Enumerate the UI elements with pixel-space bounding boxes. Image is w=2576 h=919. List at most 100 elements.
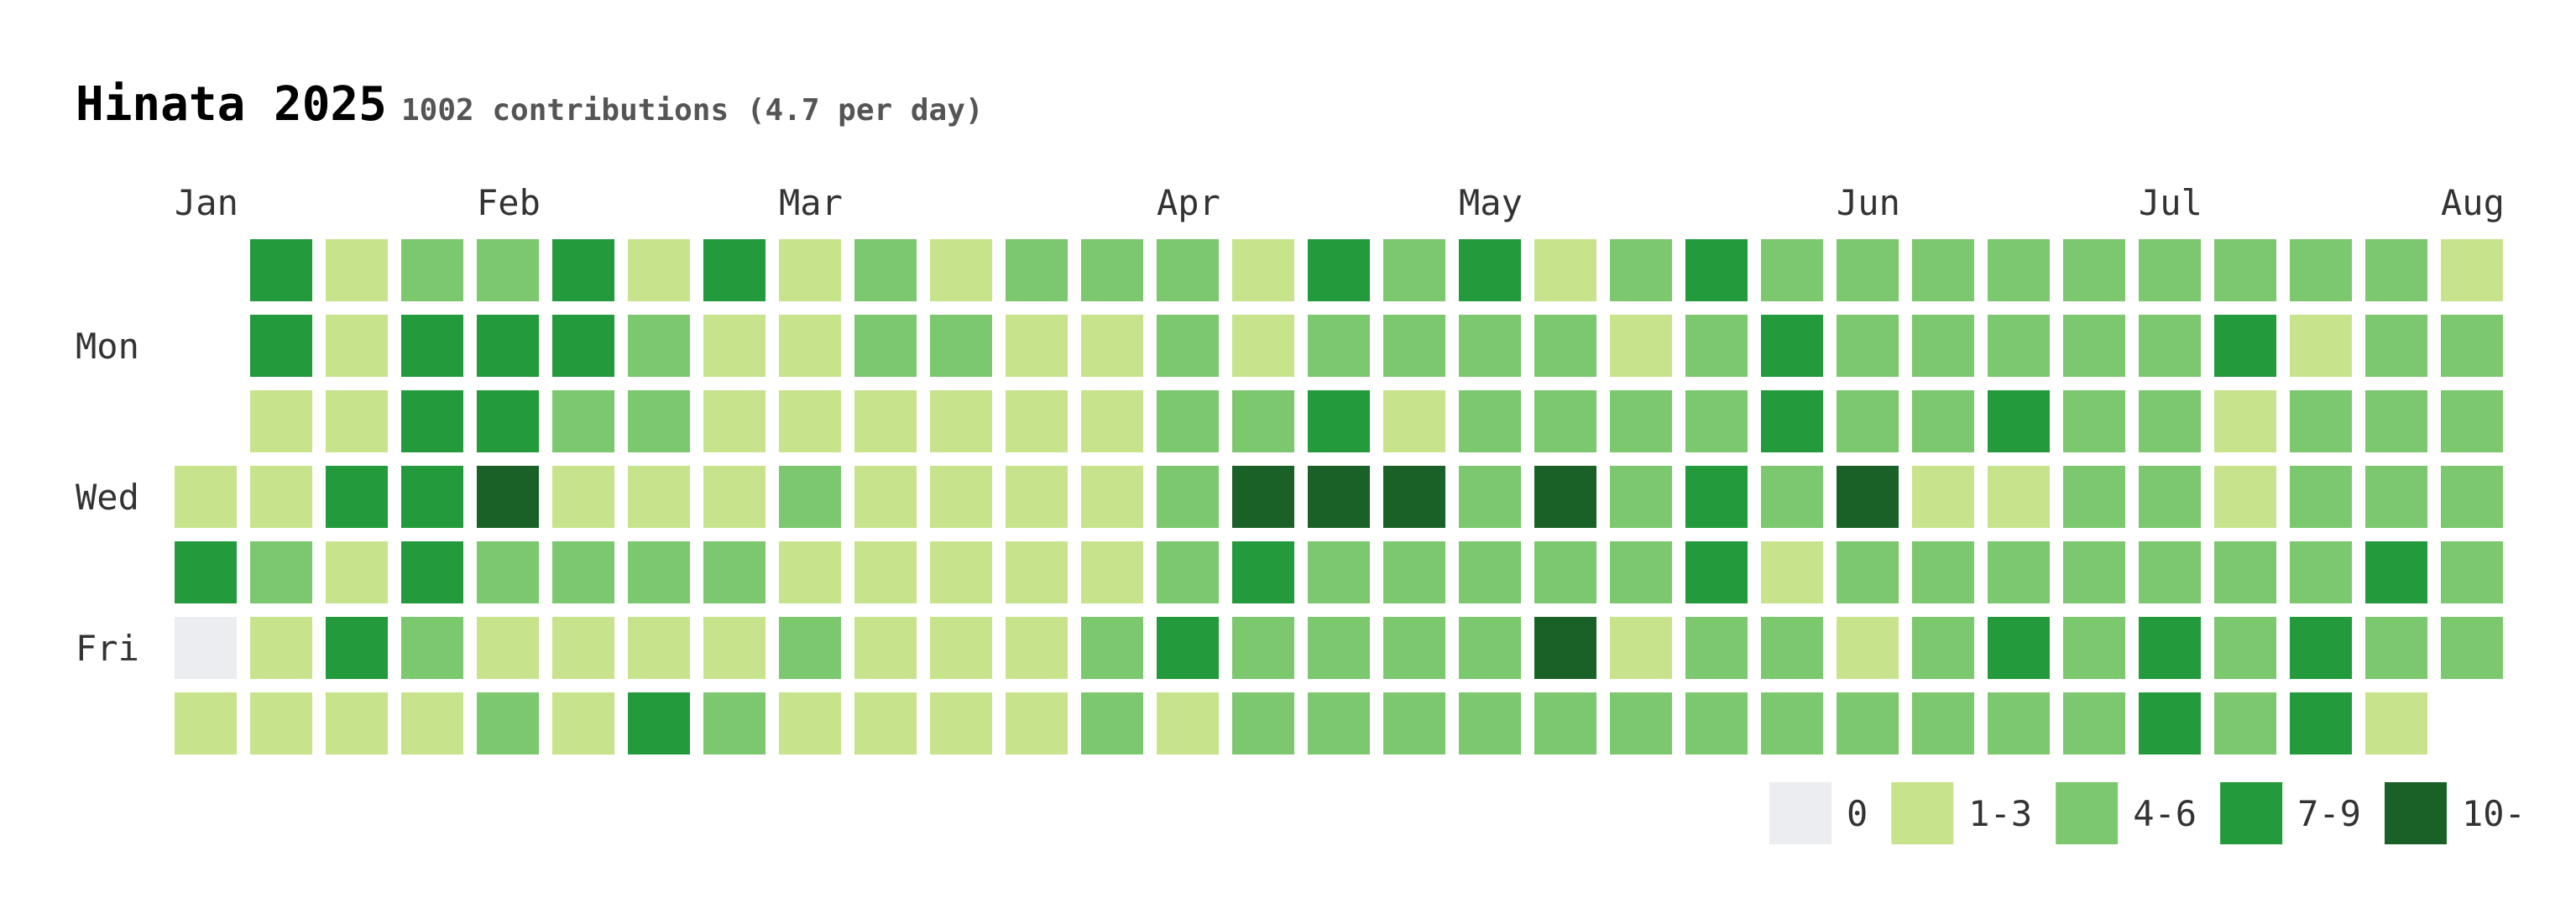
heatmap-cell (854, 239, 917, 301)
heatmap-cell (1232, 390, 1294, 452)
heatmap-cell (1308, 617, 1370, 679)
heatmap-cell (703, 390, 765, 452)
heatmap-cell (930, 617, 992, 679)
heatmap-cell (2441, 617, 2503, 679)
day-label: Mon (76, 326, 139, 367)
legend-swatch (1891, 782, 1954, 844)
heatmap-cell (703, 617, 765, 679)
heatmap-cell (1157, 617, 1219, 679)
heatmap-cell (2365, 390, 2427, 452)
heatmap-cell (477, 315, 539, 377)
heatmap-cell (1761, 692, 1823, 755)
heatmap-cell (1459, 541, 1521, 603)
heatmap-cell (2290, 541, 2352, 603)
heatmap-cell (1081, 541, 1143, 603)
heatmap-cell (1308, 239, 1370, 301)
heatmap-cell (703, 239, 765, 301)
heatmap-cell (326, 541, 388, 603)
heatmap-cell (2365, 315, 2427, 377)
heatmap-cell (2139, 239, 2201, 301)
day-labels: Mon Wed Fri (76, 326, 139, 669)
heatmap-cell (401, 692, 463, 755)
heatmap-cell (1006, 466, 1068, 528)
heatmap-cell (1157, 390, 1219, 452)
heatmap-cell (2441, 466, 2503, 528)
heatmap-cell (1006, 541, 1068, 603)
heatmap-cell (2063, 541, 2125, 603)
heatmap-cell (2063, 617, 2125, 679)
heatmap-cell (1761, 541, 1823, 603)
heatmap-cell (2139, 617, 2201, 679)
month-label: Mar (779, 182, 843, 223)
heatmap-cell (1308, 541, 1370, 603)
chart-subtitle: 1002 contributions (4.7 per day) (401, 93, 984, 128)
heatmap-cell (250, 390, 312, 452)
heatmap-cell (477, 617, 539, 679)
heatmap-cell (930, 692, 992, 755)
heatmap-cell (703, 466, 765, 528)
heatmap-cell (1459, 617, 1521, 679)
heatmap-cells (175, 239, 2503, 755)
heatmap-cell (1837, 390, 1899, 452)
heatmap-cell (1988, 390, 2050, 452)
heatmap-cell (779, 692, 841, 755)
heatmap-cell (1912, 692, 1974, 755)
heatmap-cell (1157, 315, 1219, 377)
heatmap-cell (1006, 390, 1068, 452)
heatmap-cell (2290, 239, 2352, 301)
heatmap-cell (1081, 315, 1143, 377)
legend-label: 7-9 (2297, 793, 2361, 834)
heatmap-cell (250, 692, 312, 755)
heatmap-cell (1610, 390, 1672, 452)
legend: 0 1-3 4-6 7-9 10- (1769, 782, 2526, 844)
heatmap-cell (326, 390, 388, 452)
heatmap-cell (401, 541, 463, 603)
heatmap-cell (1383, 315, 1445, 377)
heatmap-cell (854, 541, 917, 603)
heatmap-cell (1383, 617, 1445, 679)
heatmap-cell (703, 692, 765, 755)
heatmap-cell (401, 239, 463, 301)
heatmap-cell (1383, 466, 1445, 528)
heatmap-cell (2365, 541, 2427, 603)
heatmap-cell (703, 315, 765, 377)
heatmap-cell (1534, 466, 1596, 528)
heatmap-cell (175, 466, 237, 528)
heatmap-cell (1459, 315, 1521, 377)
heatmap-cell (1912, 541, 1974, 603)
legend-swatch (2056, 782, 2119, 844)
heatmap-cell (326, 692, 388, 755)
month-label: Feb (477, 182, 541, 223)
heatmap-cell (401, 466, 463, 528)
legend-label: 10- (2462, 793, 2526, 834)
heatmap-cell (2139, 466, 2201, 528)
heatmap-cell (2063, 239, 2125, 301)
heatmap-cell (2365, 692, 2427, 755)
heatmap-cell (1459, 466, 1521, 528)
heatmap-cell (1610, 541, 1672, 603)
heatmap-cell (250, 541, 312, 603)
heatmap-cell (1912, 239, 1974, 301)
heatmap-cell (1232, 617, 1294, 679)
heatmap-cell (175, 541, 237, 603)
heatmap-cell (1837, 617, 1899, 679)
heatmap-cell (1610, 617, 1672, 679)
heatmap-cell (1610, 239, 1672, 301)
heatmap-cell (250, 315, 312, 377)
heatmap-cell (1534, 617, 1596, 679)
heatmap-cell (552, 541, 614, 603)
heatmap-cell (1988, 617, 2050, 679)
heatmap-cell (779, 466, 841, 528)
legend-swatch (2385, 782, 2447, 844)
heatmap-cell (2214, 692, 2276, 755)
heatmap-cell (930, 541, 992, 603)
heatmap-cell (1459, 390, 1521, 452)
heatmap-cell (326, 239, 388, 301)
heatmap-cell (628, 692, 690, 755)
month-label: Jul (2139, 182, 2202, 223)
heatmap-cell (175, 692, 237, 755)
heatmap-cell (1837, 541, 1899, 603)
heatmap-cell (2290, 617, 2352, 679)
heatmap-cell (401, 617, 463, 679)
